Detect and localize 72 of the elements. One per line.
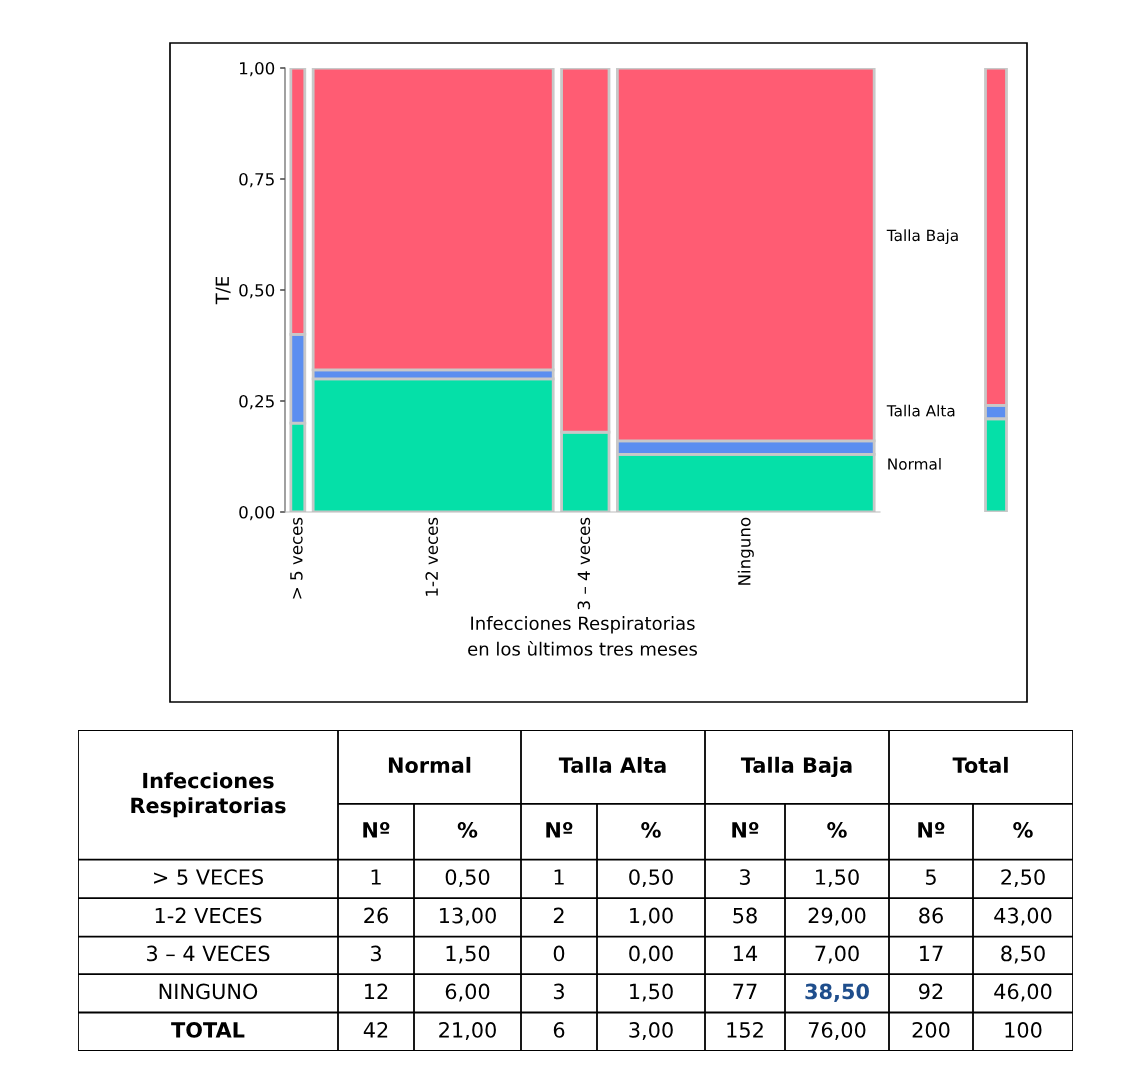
data-label: 0: [553, 945, 565, 962]
data-label: 0,50: [445, 869, 490, 888]
data-label: 8,50: [1001, 945, 1045, 964]
y-tick-label: 0,50: [239, 283, 275, 299]
x-tick-label: Ninguno: [737, 517, 754, 585]
text: Infecciones Respiratorias: [131, 772, 286, 818]
data-label: 13,00: [439, 907, 496, 926]
data-label: 0,00: [629, 945, 673, 964]
data-label: 152: [727, 1022, 763, 1038]
legend-label: Nº: [918, 822, 945, 838]
data-label: 2: [553, 907, 564, 924]
x-axis-title: Infecciones Respiratorias en los ùltimos tres meses: [468, 616, 698, 656]
data-label: 12: [365, 983, 388, 1000]
data-label: 29,00: [808, 907, 866, 926]
data-label: 17: [920, 945, 943, 962]
data-label: 1,00: [630, 907, 673, 926]
text: Normal: [388, 756, 471, 774]
category-label: TOTAL: [171, 1022, 245, 1038]
data-label: 3: [553, 983, 564, 1000]
data-label: 42: [363, 1022, 388, 1038]
data-label: 86: [919, 907, 943, 924]
data-label: 38,50: [805, 983, 869, 1002]
data-label: 14: [734, 945, 758, 962]
category-label: 1-2 VECES: [155, 907, 262, 924]
data-label: 2,50: [1001, 869, 1045, 888]
data-label: 200: [912, 1022, 950, 1038]
data-label: 1: [554, 869, 564, 885]
category-label: > 5 VECES: [154, 869, 263, 885]
legend-label: Nº: [546, 822, 573, 838]
data-label: 1: [371, 869, 381, 885]
data-label: 3: [739, 869, 750, 885]
legend-label: %: [457, 822, 478, 838]
legend-label: Nº: [732, 822, 759, 838]
data-label: 43,00: [994, 907, 1052, 926]
data-label: 1,50: [446, 945, 490, 964]
y-axis-title: T/E: [215, 276, 231, 305]
category-label: NINGUNO: [159, 983, 258, 1000]
data-label: 100: [1005, 1022, 1042, 1038]
legend-label: %: [641, 822, 661, 838]
text: Talla Alta: [558, 756, 666, 774]
data-label: 1,50: [816, 869, 859, 888]
data-label: 3,00: [629, 1022, 673, 1040]
data-label: 26: [364, 907, 388, 924]
category-label: 3 – 4 VECES: [147, 945, 270, 962]
x-tick-label: 1-2 veces: [425, 517, 439, 596]
text: Total: [952, 756, 1008, 774]
y-tick-label: 1,00: [240, 61, 275, 77]
y-tick-label: 0,75: [239, 172, 274, 188]
data-label: 5: [925, 869, 936, 885]
y-tick-label: 0,25: [239, 394, 274, 410]
data-label: 58: [733, 907, 757, 924]
text: Talla Alta: [886, 404, 955, 417]
data-label: 7,00: [815, 945, 859, 964]
legend-label: Nº: [363, 822, 390, 838]
y-tick-label: 0,00: [239, 505, 275, 521]
series-label: Talla Baja: [886, 229, 958, 245]
data-label: 0,50: [629, 869, 673, 888]
text: Talla Baja: [740, 756, 852, 778]
data-label: 21,00: [439, 1022, 496, 1040]
data-label: 76,00: [808, 1022, 866, 1040]
data-label: 6,00: [445, 983, 490, 1002]
data-label: 46,00: [994, 983, 1052, 1002]
data-label: 92: [919, 983, 943, 1000]
data-label: 3: [370, 945, 381, 962]
data-label: 6: [553, 1022, 565, 1038]
x-tick-label: 3 – 4 veces: [577, 517, 591, 610]
legend-label: %: [827, 822, 847, 838]
text: Normal: [888, 457, 941, 470]
data-label: 77: [733, 983, 757, 1000]
data-label: 1,50: [630, 983, 673, 1002]
legend-label: %: [1013, 822, 1033, 838]
x-tick-label: > 5 veces: [290, 517, 303, 599]
